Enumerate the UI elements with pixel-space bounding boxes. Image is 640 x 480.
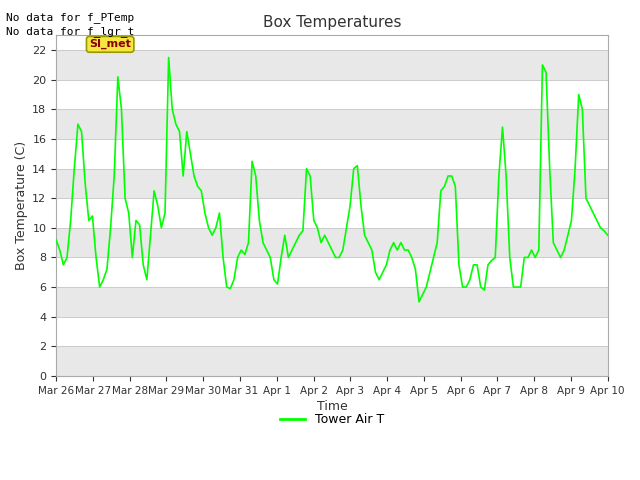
Text: SI_met: SI_met: [89, 39, 131, 49]
Text: No data for f_PTemp: No data for f_PTemp: [6, 12, 134, 23]
Bar: [56, 287, 608, 317]
Text: No data for f_lgr_t: No data for f_lgr_t: [6, 26, 134, 37]
Bar: [56, 50, 608, 80]
Bar: [56, 346, 608, 376]
Bar: [56, 109, 608, 139]
Title: Box Temperatures: Box Temperatures: [262, 15, 401, 30]
Bar: [56, 317, 608, 346]
Bar: [56, 80, 608, 109]
Y-axis label: Box Temperature (C): Box Temperature (C): [15, 141, 28, 270]
Bar: [56, 228, 608, 257]
Bar: [56, 168, 608, 198]
X-axis label: Time: Time: [317, 400, 348, 413]
Bar: [56, 198, 608, 228]
Legend: Tower Air T: Tower Air T: [275, 408, 389, 431]
Bar: [56, 257, 608, 287]
Bar: [56, 139, 608, 168]
